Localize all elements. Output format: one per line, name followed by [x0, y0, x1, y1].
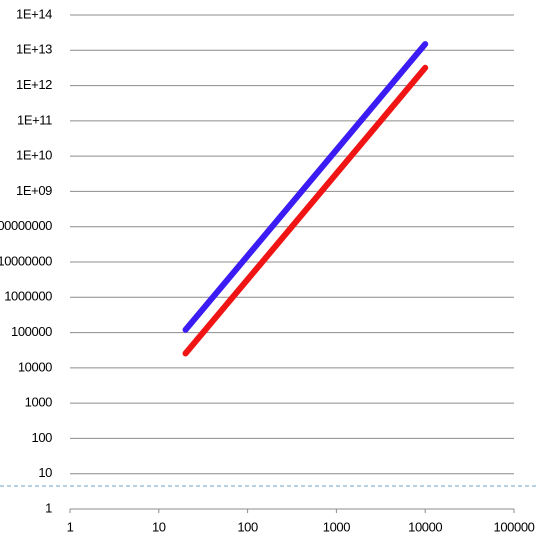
y-tick-label: 1E+14 — [16, 6, 52, 21]
y-tick-label: 1000000 — [4, 289, 52, 304]
x-tick-label: 100000 — [494, 519, 535, 534]
y-tick-label: 10 — [38, 465, 52, 480]
x-tick-label: 100 — [237, 519, 258, 534]
y-tick-label: 1000 — [25, 395, 52, 410]
y-tick-label: 1E+13 — [16, 42, 52, 57]
x-tick-label: 10 — [152, 519, 166, 534]
y-tick-label: 1E+10 — [16, 148, 52, 163]
y-tick-label: 1E+12 — [16, 77, 52, 92]
y-tick-label: 100000 — [11, 324, 52, 339]
y-tick-label: 1 — [45, 500, 52, 515]
y-tick-label: 100 — [32, 430, 53, 445]
x-tick-label: 1000 — [323, 519, 350, 534]
data-line — [182, 64, 429, 357]
y-tick-label: 10000000 — [0, 253, 52, 268]
y-tick-label: 10000 — [18, 359, 52, 374]
y-tick-label: 1E+11 — [17, 112, 52, 127]
x-tick-label: 10000 — [408, 519, 442, 534]
data-line — [182, 41, 429, 333]
y-tick-label: 1E+09 — [16, 183, 52, 198]
x-tick-label: 1 — [67, 519, 74, 534]
